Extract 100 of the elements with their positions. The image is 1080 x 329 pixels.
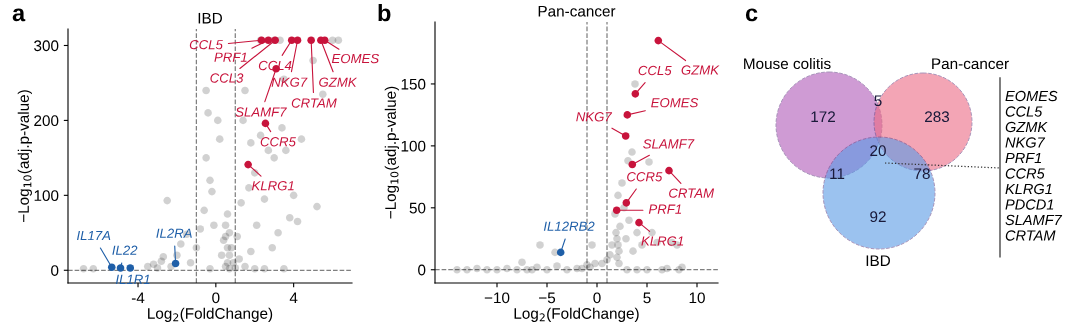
point [622, 234, 630, 243]
point [618, 179, 626, 187]
annotation: CCL3 [210, 73, 244, 83]
point [518, 258, 526, 267]
point [307, 36, 315, 45]
annotation: IL22 [112, 245, 138, 255]
point [503, 264, 511, 273]
annotation: SLAMF7 [235, 107, 287, 117]
point [603, 256, 611, 264]
y-axis-title: −Log$_{10}$(adj.p-value) [17, 90, 32, 223]
text: 20 [870, 145, 886, 157]
chart-title: Pan-cancer [538, 5, 616, 17]
point [563, 265, 571, 274]
point [528, 265, 536, 274]
x-tick-label: 10 [689, 292, 705, 304]
annotation: PRF1 [648, 204, 682, 214]
annotation: KLRG1 [251, 181, 294, 191]
point [473, 264, 481, 273]
point [536, 241, 544, 249]
category-label: Mouse colitis [744, 57, 831, 70]
annotation: SLAMF7 [643, 139, 695, 149]
annotation: CRTAM [669, 188, 715, 198]
annotation: IL1R1 [115, 274, 150, 284]
point [629, 247, 637, 255]
x-tick-label: 5 [643, 292, 651, 304]
annotation: PRF1 [214, 52, 247, 62]
point [615, 247, 623, 255]
x-tick-label: 4 [289, 292, 298, 304]
annotation: CCR5 [627, 172, 663, 182]
text: 92 [870, 211, 886, 223]
x-tick-label: -4 [131, 292, 145, 304]
annotation: IL2RA [156, 228, 192, 238]
x-axis-title: Log$_{2}$(FoldChange) [514, 307, 639, 322]
x-tick-label: −5 [539, 292, 556, 304]
text: 283 [925, 111, 950, 123]
point [126, 264, 135, 272]
point [623, 265, 631, 274]
y-axis-title: −Log$_{10}$(adj.p-value) [384, 86, 399, 219]
point [543, 265, 551, 274]
point [513, 265, 521, 274]
text: EOMES CCL5 GZMK NKG7 PRF1 CCR5 KLRG1 PDCD1 SLAMF7 CRTAM [1005, 90, 1063, 241]
point [633, 228, 641, 237]
annotation: GZMK [681, 65, 720, 75]
x-tick-label: 0 [593, 292, 601, 304]
text: a [12, 8, 26, 22]
point [612, 228, 620, 237]
point [608, 241, 616, 249]
y-tick-label: 50 [409, 202, 426, 214]
annotation: NKG7 [271, 77, 308, 87]
point [171, 259, 180, 268]
point [663, 264, 671, 273]
point [643, 265, 651, 274]
annotation: KLRG1 [641, 236, 684, 246]
x-tick-label: 0 [212, 292, 220, 304]
annotation: CCL5 [638, 65, 672, 76]
y-tick-label: 100 [401, 140, 426, 152]
point [645, 158, 653, 166]
annotation: IL17A [76, 231, 111, 241]
category-label: IBD [866, 255, 890, 266]
annotation: CCR5 [260, 137, 296, 147]
y-tick-label: 0 [418, 264, 426, 276]
annotation: NKG7 [576, 112, 613, 122]
text: 78 [914, 168, 930, 180]
y-tick-label: 300 [34, 40, 59, 52]
y-tick-label: 200 [34, 115, 59, 127]
text: 172 [811, 111, 835, 122]
point [631, 80, 639, 88]
y-tick-label: 150 [401, 78, 426, 90]
point [614, 191, 622, 200]
text: 11 [830, 168, 845, 179]
point [625, 216, 633, 224]
annotation: CRTAM [291, 98, 337, 108]
chart-title: IBD [198, 12, 222, 24]
annotation: EOMES [331, 53, 380, 64]
annotation: CCL5 [189, 39, 223, 50]
category-label: Pan-cancer [932, 58, 1009, 70]
point [493, 265, 501, 274]
point [483, 265, 491, 274]
point [633, 265, 641, 274]
x-tick-label: −10 [484, 292, 510, 304]
y-tick-label: 0 [51, 265, 59, 276]
point [616, 222, 624, 231]
point [613, 253, 621, 262]
annotation: EOMES [651, 97, 699, 108]
text: 5 [874, 95, 882, 107]
point [453, 265, 461, 274]
point [614, 241, 622, 249]
text: b [378, 4, 391, 22]
point [606, 251, 614, 259]
point [588, 241, 596, 249]
annotation: IL12RB2 [543, 221, 595, 231]
y-tick-label: 100 [34, 190, 59, 202]
x-axis-title: Log$_{2}$(FoldChange) [148, 307, 273, 322]
point [553, 262, 561, 270]
point [615, 259, 623, 268]
point [463, 265, 471, 274]
point [578, 264, 586, 273]
annotation: GZMK [319, 77, 358, 87]
text: c [745, 8, 758, 22]
point [628, 148, 636, 156]
